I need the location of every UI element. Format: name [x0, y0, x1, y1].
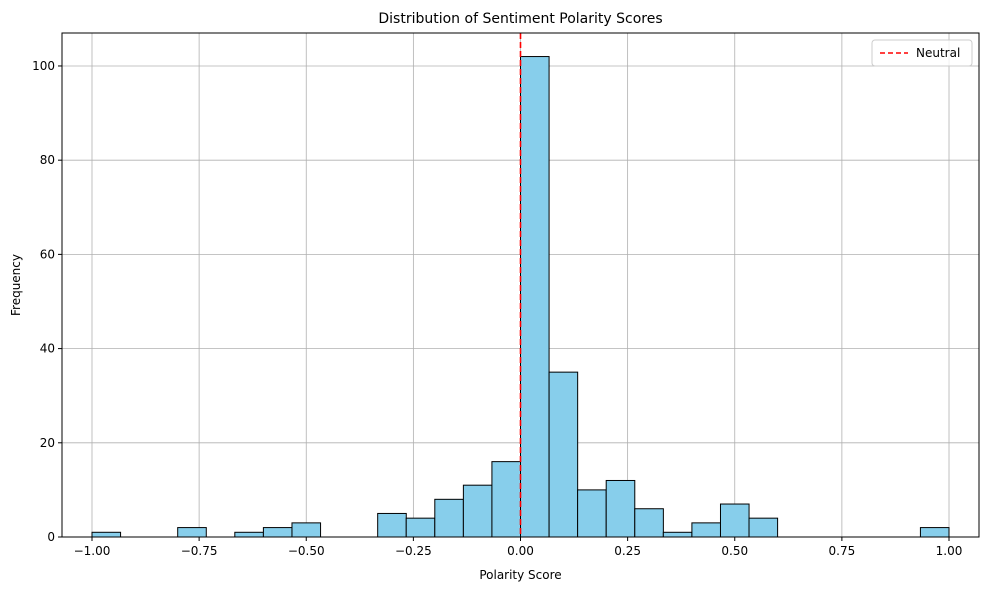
histogram-bar [691, 522, 721, 538]
histogram-bar [548, 371, 579, 538]
legend-entry-neutral: Neutral [916, 46, 960, 60]
y-ticks-layer: 0 20 40 60 80 100 [32, 59, 62, 544]
histogram-bar [662, 531, 693, 538]
histogram-bar [405, 517, 436, 538]
histogram-bar [605, 479, 636, 538]
chart-title: Distribution of Sentiment Polarity Score… [378, 11, 662, 27]
histogram-bar [520, 56, 550, 538]
x-tick-label: −0.75 [181, 544, 218, 558]
histogram-bar [462, 484, 493, 538]
x-tick-label: 0.25 [614, 544, 641, 558]
histogram-bar [434, 498, 464, 538]
legend-box [871, 39, 973, 67]
x-tick-label: −0.25 [395, 544, 432, 558]
y-tick-label: 80 [40, 153, 55, 167]
histogram-bar [291, 522, 322, 538]
x-axis-label: Polarity Score [479, 568, 561, 582]
histogram-bar [262, 527, 293, 538]
histogram-bar [234, 531, 264, 538]
histogram-bar [177, 527, 207, 538]
histogram-bar [91, 531, 122, 538]
y-tick-label: 20 [40, 436, 55, 450]
histogram-bar [377, 512, 407, 538]
y-tick-label: 40 [40, 342, 55, 356]
y-axis-label: Frequency [9, 254, 23, 316]
histogram-bar [577, 489, 607, 538]
histogram-bar [634, 508, 664, 538]
x-tick-label: 0.50 [721, 544, 748, 558]
histogram-bar [719, 503, 750, 538]
y-tick-label: 60 [40, 247, 55, 261]
x-tick-label: 1.00 [936, 544, 963, 558]
y-tick-label: 100 [32, 59, 55, 73]
x-tick-label: −0.50 [288, 544, 325, 558]
x-tick-label: 0.75 [829, 544, 856, 558]
histogram-bar [919, 527, 950, 538]
histogram-bar [748, 517, 779, 538]
histogram-bar [491, 461, 521, 538]
legend: Neutral [871, 39, 973, 67]
x-ticks-layer: −1.00 −0.75 −0.50 −0.25 0.00 0.25 0.50 0.75 1.00 [74, 537, 963, 558]
y-tick-label: 0 [47, 530, 55, 544]
x-tick-label: 0.00 [507, 544, 534, 558]
x-tick-label: −1.00 [74, 544, 111, 558]
